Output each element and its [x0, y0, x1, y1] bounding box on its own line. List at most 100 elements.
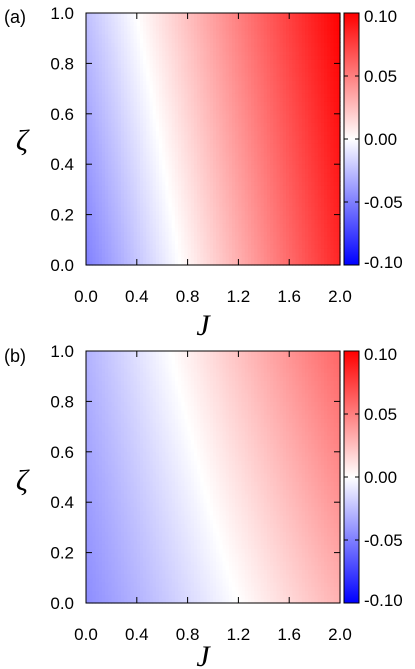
heatmap-cell: [222, 214, 227, 220]
heatmap-cell: [314, 185, 319, 190]
heatmap-cell: [327, 176, 332, 182]
heatmap-cell: [216, 67, 220, 73]
heatmap-cell: [203, 84, 208, 90]
heatmap-cell: [120, 160, 125, 165]
heatmap-cell: [197, 197, 201, 203]
heatmap-cell: [86, 248, 90, 253]
heatmap-cell: [282, 55, 287, 60]
heatmap-cell: [282, 218, 287, 224]
heatmap-cell: [108, 197, 112, 203]
heatmap-cell: [213, 218, 217, 224]
heatmap-cell: [305, 109, 309, 115]
heatmap-cell: [108, 223, 112, 228]
heatmap-cell: [120, 29, 125, 35]
heatmap-cell: [146, 155, 151, 161]
heatmap-cell: [181, 235, 186, 241]
heatmap-cell: [289, 155, 293, 161]
heatmap-cell: [108, 50, 112, 56]
heatmap-cell: [203, 193, 208, 199]
heatmap-cell: [92, 84, 97, 90]
heatmap-cell: [317, 189, 322, 195]
heatmap-cell: [311, 155, 316, 161]
heatmap-cell: [117, 155, 122, 161]
heatmap-cell: [292, 151, 297, 157]
heatmap-cell: [200, 147, 205, 153]
heatmap-cell: [219, 193, 224, 199]
heatmap-cell: [105, 71, 109, 77]
heatmap-cell: [206, 227, 211, 232]
heatmap-cell: [320, 13, 325, 18]
heatmap-cell: [292, 231, 297, 237]
heatmap-cell: [86, 164, 90, 169]
heatmap-cell: [301, 46, 306, 52]
heatmap-cell: [330, 176, 335, 182]
heatmap-cell: [260, 160, 265, 165]
heatmap-cell: [298, 143, 303, 148]
heatmap-cell: [111, 239, 116, 245]
heatmap-cell: [155, 189, 160, 195]
heatmap-cell: [168, 92, 173, 98]
heatmap-cell: [206, 248, 211, 253]
heatmap-cell: [238, 147, 243, 153]
heatmap-cell: [311, 130, 316, 136]
heatmap-cell: [181, 101, 186, 106]
heatmap-cell: [95, 71, 100, 77]
heatmap-cell: [301, 143, 306, 148]
heatmap-cell: [187, 130, 192, 136]
heatmap-cell: [270, 88, 274, 94]
heatmap-cell: [251, 210, 255, 216]
heatmap-cell: [295, 21, 300, 27]
heatmap-cell: [200, 239, 205, 245]
heatmap-cell: [286, 168, 290, 174]
heatmap-cell: [159, 109, 163, 115]
heatmap-cell: [276, 46, 281, 52]
heatmap-cell: [89, 143, 93, 148]
heatmap-cell: [263, 67, 268, 73]
heatmap-cell: [193, 151, 198, 157]
heatmap-cell: [162, 256, 166, 262]
heatmap-cell: [247, 181, 252, 186]
heatmap-cell: [289, 34, 293, 39]
heatmap-cell: [184, 202, 189, 207]
heatmap-cell: [209, 139, 214, 144]
heatmap-cell: [162, 160, 166, 165]
heatmap-cell: [295, 88, 300, 94]
heatmap-cell: [330, 134, 335, 140]
heatmap-cell: [117, 34, 122, 39]
heatmap-cell: [286, 252, 290, 258]
heatmap-cell: [216, 38, 220, 43]
heatmap-cell: [114, 176, 119, 182]
heatmap-cell: [254, 101, 259, 106]
heatmap-cell: [171, 130, 176, 136]
heatmap-cell: [289, 113, 293, 119]
heatmap-cell: [130, 223, 135, 228]
heatmap-cell: [95, 139, 100, 144]
heatmap-cell: [292, 260, 297, 266]
heatmap-cell: [295, 164, 300, 169]
heatmap-cell: [86, 260, 90, 266]
heatmap-cell: [111, 80, 116, 85]
heatmap-cell: [279, 244, 284, 249]
heatmap-cell: [152, 92, 157, 98]
heatmap-cell: [193, 97, 198, 102]
heatmap-cell: [178, 239, 182, 245]
heatmap-cell: [143, 17, 147, 22]
heatmap-cell: [225, 13, 230, 18]
heatmap-cell: [273, 122, 278, 127]
heatmap-cell: [120, 193, 125, 199]
heatmap-cell: [139, 176, 144, 182]
heatmap-cell: [89, 181, 93, 186]
heatmap-cell: [152, 13, 157, 18]
heatmap-cell: [197, 29, 201, 35]
heatmap-cell: [146, 214, 151, 220]
heatmap-cell: [111, 193, 116, 199]
heatmap-cell: [130, 231, 135, 237]
heatmap-cell: [95, 101, 100, 106]
heatmap-cell: [276, 151, 281, 157]
heatmap-cell: [124, 63, 128, 69]
heatmap-cell: [111, 113, 116, 119]
heatmap-cell: [235, 139, 239, 144]
heatmap-cell: [251, 147, 255, 153]
heatmap-cell: [311, 67, 316, 73]
heatmap-cell: [108, 101, 112, 106]
